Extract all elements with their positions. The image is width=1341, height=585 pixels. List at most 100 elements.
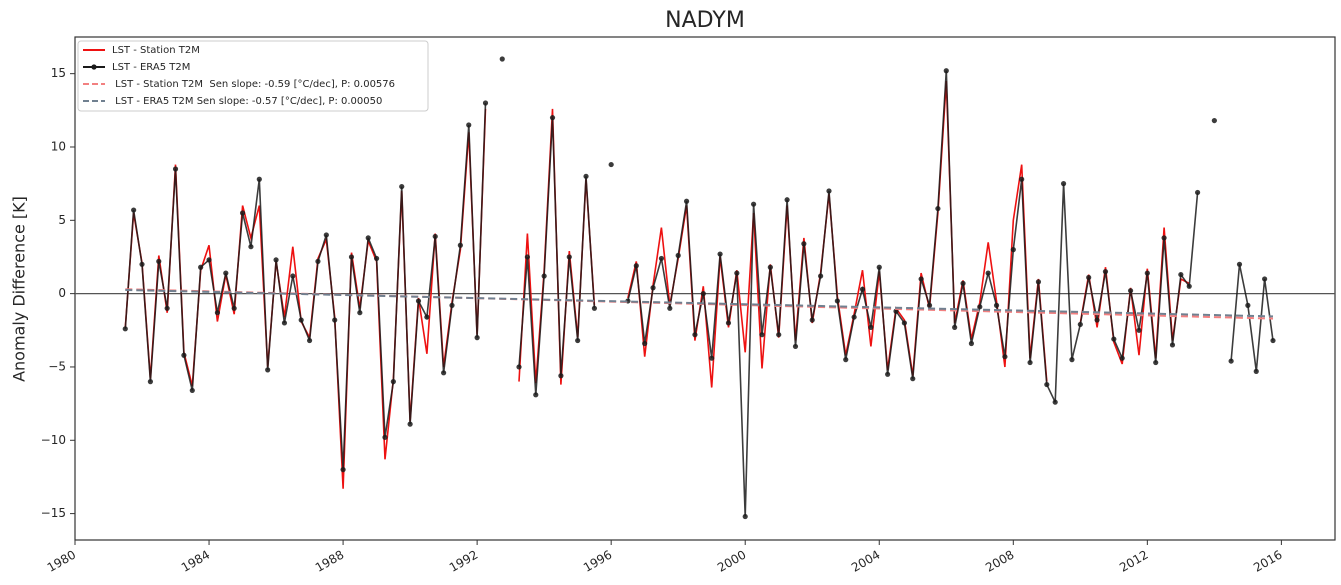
data-point xyxy=(549,115,556,121)
data-point xyxy=(960,280,966,286)
data-point xyxy=(776,332,782,338)
data-point xyxy=(558,373,564,379)
data-point xyxy=(131,207,137,213)
data-point xyxy=(767,264,773,270)
data-point xyxy=(910,376,916,382)
data-point xyxy=(658,255,665,262)
data-point xyxy=(1094,317,1100,323)
data-point xyxy=(608,161,614,168)
data-point xyxy=(290,273,296,279)
data-point xyxy=(239,210,246,216)
data-point xyxy=(642,340,648,347)
x-tick-label: 2012 xyxy=(1117,548,1150,575)
data-point xyxy=(365,235,371,241)
data-point xyxy=(1178,271,1184,278)
data-point xyxy=(265,367,271,373)
data-point xyxy=(315,258,321,264)
data-point xyxy=(122,326,128,332)
data-point xyxy=(725,320,732,326)
data-point xyxy=(332,317,338,323)
data-point xyxy=(432,233,438,240)
data-point xyxy=(147,379,153,385)
series-line xyxy=(125,289,1274,318)
data-point xyxy=(1144,270,1150,276)
series-line xyxy=(124,80,1190,489)
data-point xyxy=(281,320,288,326)
data-point xyxy=(1019,176,1025,182)
y-tick-label: 10 xyxy=(51,139,66,153)
data-point xyxy=(357,310,363,316)
data-point xyxy=(1195,189,1201,196)
data-point xyxy=(650,285,656,291)
data-point xyxy=(198,264,204,270)
data-point xyxy=(993,302,1000,308)
data-point xyxy=(273,257,279,263)
data-point xyxy=(340,467,346,473)
data-point xyxy=(1136,327,1142,333)
data-point xyxy=(474,335,480,341)
data-point xyxy=(1236,261,1243,267)
data-point xyxy=(156,258,162,264)
data-point xyxy=(843,357,849,363)
data-point xyxy=(348,254,355,260)
data-point xyxy=(1253,368,1259,374)
x-tick-label: 1996 xyxy=(581,548,614,575)
x-tick-label: 1980 xyxy=(45,548,78,575)
data-point xyxy=(382,434,388,440)
data-point xyxy=(1153,359,1159,366)
data-point xyxy=(750,201,757,207)
legend-box xyxy=(77,40,429,112)
data-point xyxy=(1169,342,1176,348)
data-point xyxy=(926,302,933,308)
data-point xyxy=(449,302,455,308)
data-point xyxy=(591,305,598,311)
data-point xyxy=(1119,355,1125,361)
data-point xyxy=(566,254,572,260)
legend-label: LST - ERA5 T2M xyxy=(112,62,190,73)
data-point xyxy=(373,255,380,262)
data-point xyxy=(1186,283,1192,289)
y-tick-label: 0 xyxy=(58,286,66,300)
data-point xyxy=(466,122,472,128)
data-point xyxy=(834,298,840,304)
data-point xyxy=(499,56,505,62)
data-point xyxy=(1102,269,1109,275)
data-point xyxy=(457,242,463,248)
data-point xyxy=(876,264,882,270)
y-tick-label: 5 xyxy=(58,213,66,227)
x-tick-label: 2008 xyxy=(983,548,1016,575)
data-point xyxy=(977,304,983,310)
data-point xyxy=(1086,274,1092,281)
data-point xyxy=(1211,117,1217,124)
data-point xyxy=(1270,337,1276,344)
data-point xyxy=(306,337,313,344)
data-point xyxy=(181,352,187,358)
data-point xyxy=(935,205,941,212)
data-point xyxy=(541,273,547,279)
data-point xyxy=(1161,235,1167,241)
y-axis-label: Anomaly Difference [K] xyxy=(10,196,29,382)
data-point xyxy=(407,421,413,427)
data-point xyxy=(952,324,958,330)
data-point xyxy=(1044,381,1050,388)
data-point xyxy=(390,379,396,385)
data-point xyxy=(1228,358,1234,364)
data-point xyxy=(1052,399,1058,405)
data-point xyxy=(784,197,790,203)
data-point xyxy=(667,305,673,311)
x-tick-label: 1992 xyxy=(447,548,480,575)
data-point xyxy=(742,513,748,520)
data-point xyxy=(516,364,522,370)
data-point xyxy=(1111,336,1117,342)
data-point xyxy=(734,270,740,276)
data-point xyxy=(575,337,581,344)
data-point xyxy=(424,314,430,320)
data-point xyxy=(1245,302,1251,308)
data-point xyxy=(1127,288,1134,294)
data-point xyxy=(1069,357,1075,363)
data-point xyxy=(1027,359,1033,366)
x-tick-label: 2004 xyxy=(849,548,882,575)
x-tick-label: 2016 xyxy=(1251,548,1284,575)
data-point xyxy=(985,270,991,276)
y-tick-label: 15 xyxy=(51,66,66,80)
